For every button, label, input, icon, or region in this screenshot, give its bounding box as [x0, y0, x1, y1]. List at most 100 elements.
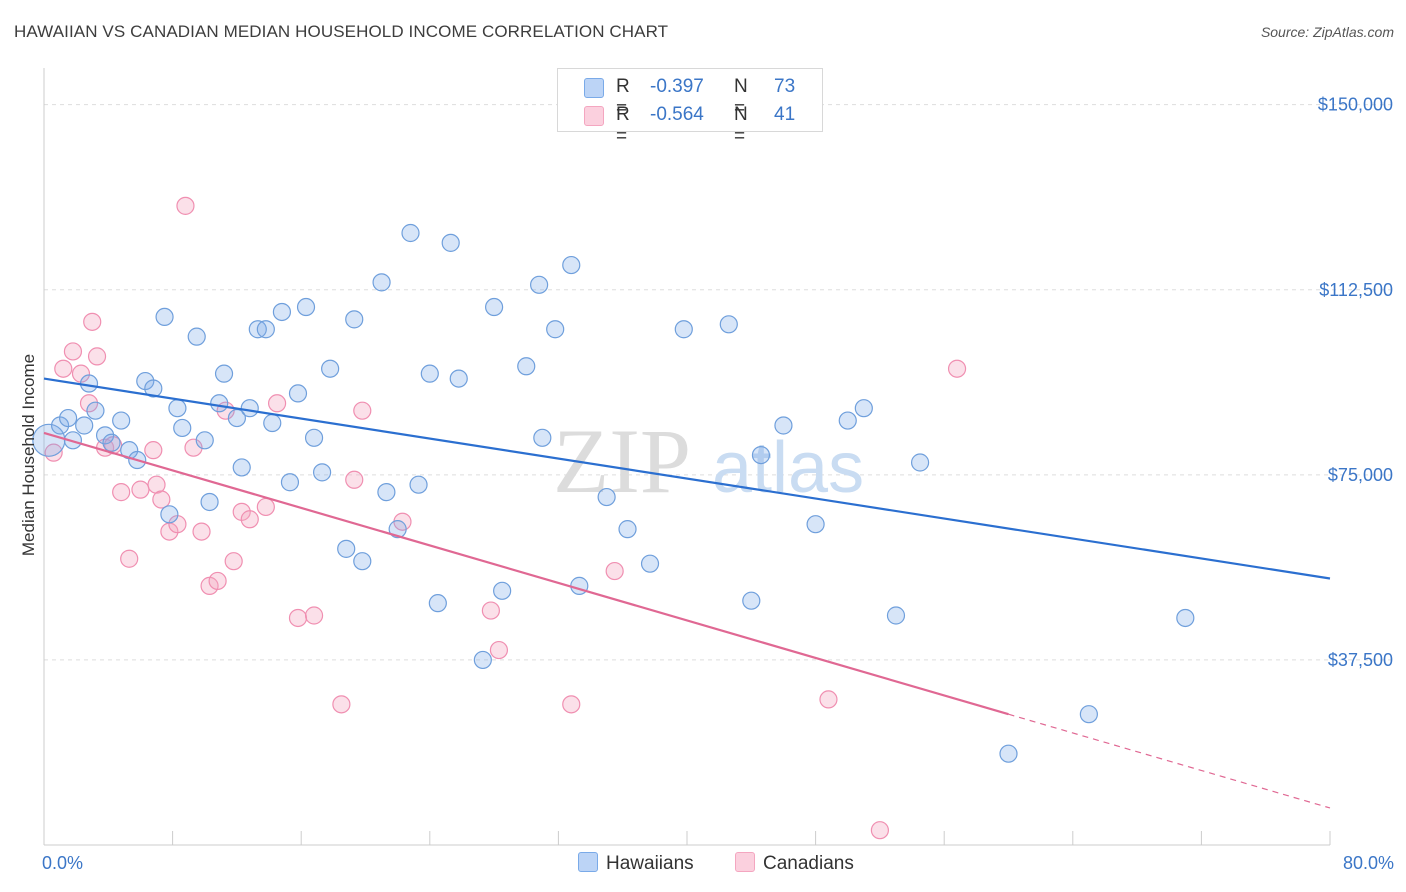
hawaiian-point — [214, 364, 234, 383]
hawaiian-point — [533, 428, 552, 447]
legend-r-value: -0.397 — [650, 76, 704, 97]
legend-n-label: N = — [734, 76, 748, 119]
hawaiian-point — [854, 399, 873, 418]
hawaiian-point — [321, 359, 340, 378]
legend-r-value: -0.564 — [650, 104, 704, 125]
hawaiian-point — [674, 320, 693, 339]
canadian-point — [481, 601, 500, 620]
canadian-point — [353, 401, 372, 420]
hawaiian-point — [232, 458, 251, 477]
hawaiian-point — [441, 233, 460, 252]
hawaiian-point — [640, 554, 660, 573]
hawaiian-point — [263, 413, 282, 433]
canadian-point — [152, 490, 171, 509]
hawaiian-point — [485, 297, 504, 317]
hawaiian-point — [742, 591, 761, 610]
hawaiian-point — [240, 399, 259, 418]
hawaiian-point — [719, 315, 738, 334]
canadian-point — [256, 497, 275, 517]
hawaiians-legend-swatch — [578, 852, 598, 872]
canadian-point — [489, 640, 509, 660]
canadian-point — [345, 470, 364, 489]
canadian-point — [819, 690, 838, 709]
hawaiian-point — [296, 297, 316, 317]
legend-n-value: 41 — [774, 104, 796, 125]
canadian-point — [83, 312, 102, 331]
canadian-point — [87, 347, 107, 366]
hawaiians-trend-line — [43, 377, 1331, 580]
x-tick-label: 0.0% — [42, 853, 83, 873]
bottom-legend-hawaiians: Hawaiians — [578, 852, 694, 875]
y-tick-label: $75,000 — [1328, 465, 1393, 485]
x-tick-labels: 0.0% 80.0% — [42, 853, 1394, 873]
hawaiian-point — [517, 357, 536, 376]
hawaiian-point — [144, 379, 163, 398]
hawaiian-point — [345, 310, 364, 329]
canadian-point — [184, 438, 203, 457]
y-axis-label: Median Household Income — [19, 354, 38, 556]
hawaiians-swatch — [584, 78, 604, 98]
hawaiian-point — [530, 275, 549, 294]
canadian-point — [947, 359, 967, 378]
canadians-points — [44, 196, 967, 840]
hawaiian-point — [597, 487, 616, 507]
hawaiian-point — [562, 255, 581, 275]
hawaiian-point — [420, 364, 439, 383]
legend-n-value: 73 — [774, 76, 796, 97]
y-tick-label: $112,500 — [1319, 280, 1393, 300]
hawaiians-legend-label: Hawaiians — [606, 853, 694, 874]
x-tick-label: 80.0% — [1343, 853, 1394, 873]
hawaiian-point — [59, 408, 78, 428]
canadian-point — [192, 522, 211, 541]
hawaiian-point — [751, 445, 771, 465]
hawaiian-point — [337, 539, 356, 558]
hawaiian-point — [1079, 705, 1098, 724]
hawaiian-point — [272, 302, 292, 322]
canadian-point — [267, 394, 287, 413]
hawaiian-point — [910, 453, 930, 472]
y-tick-labels: $37,500 $75,000 $112,500 $150,000 — [1318, 95, 1393, 670]
hawaiian-point — [1176, 608, 1195, 628]
hawaiian-point — [449, 369, 468, 388]
hawaiian-point — [618, 520, 637, 539]
canadian-point — [332, 695, 351, 714]
hawaiian-point — [473, 650, 492, 670]
y-tick-label: $150,000 — [1318, 95, 1393, 115]
canadian-point — [176, 196, 195, 215]
canadian-point — [208, 571, 227, 591]
hawaiian-point — [187, 327, 206, 346]
y-tick-label: $37,500 — [1328, 650, 1393, 670]
hawaiian-point — [401, 223, 420, 243]
grid-lines — [44, 104, 1395, 661]
hawaiian-point — [155, 307, 174, 327]
watermark-atlas: atlas — [712, 428, 864, 508]
canadian-point — [240, 510, 259, 529]
hawaiian-point — [304, 428, 324, 447]
canadian-point — [112, 483, 131, 502]
hawaiian-point — [79, 374, 99, 393]
canadian-point — [562, 695, 581, 714]
hawaiian-point — [428, 594, 447, 613]
canadian-point — [131, 480, 150, 499]
bottom-legend-canadians: Canadians — [735, 852, 854, 875]
hawaiian-point — [353, 552, 372, 571]
hawaiian-point — [377, 483, 396, 502]
canadian-point — [605, 561, 624, 581]
legend-r-label: R = — [616, 76, 630, 119]
hawaiian-point — [200, 492, 219, 512]
hawaiian-point — [774, 416, 793, 435]
canadians-legend-swatch — [735, 852, 755, 872]
canadian-point — [79, 394, 99, 413]
axes — [43, 68, 1331, 846]
hawaiian-point — [195, 431, 214, 450]
chart-title: HAWAIIAN VS CANADIAN MEDIAN HOUSEHOLD IN… — [14, 22, 669, 41]
hawaiian-point — [102, 433, 121, 452]
hawaiian-point — [838, 411, 857, 430]
hawaiian-point — [173, 418, 192, 438]
hawaiian-point — [886, 606, 906, 625]
hawaiian-point — [409, 475, 428, 494]
canadian-point — [54, 359, 73, 378]
canadians-trend-line — [43, 431, 1009, 716]
correlation-legend: R = -0.397 N = 73 R = -0.564 N = 41 — [557, 68, 823, 147]
